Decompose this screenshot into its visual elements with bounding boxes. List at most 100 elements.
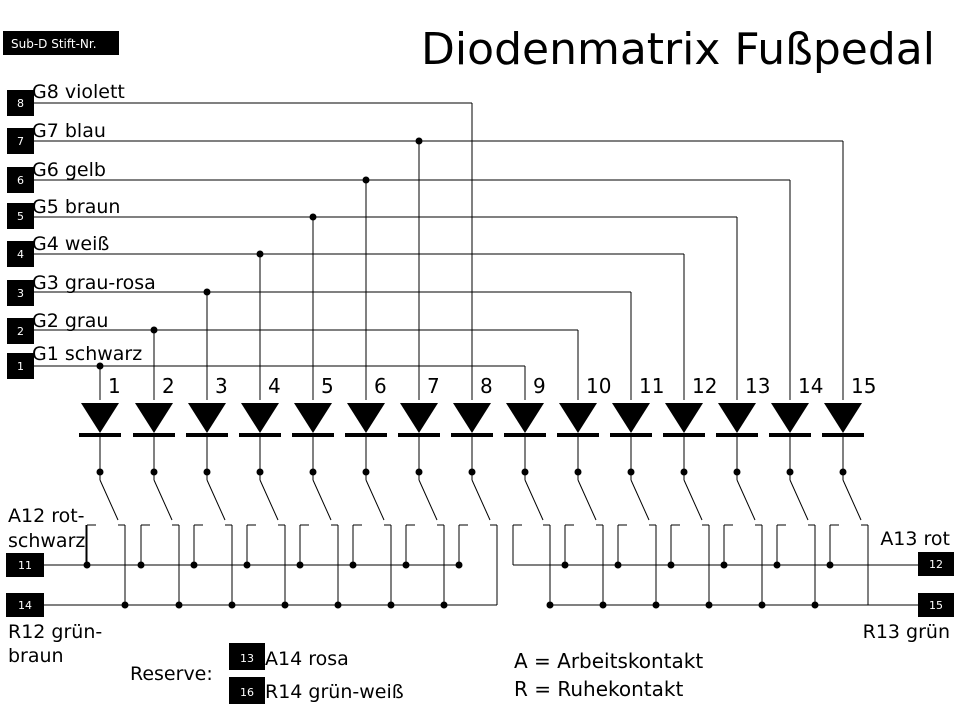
diode-number-3: 3 [215,374,228,398]
group-pin-2: 2 [17,325,24,338]
bus-lines [44,525,918,606]
group-pin-box-7 [7,128,34,154]
diode-number-12: 12 [692,374,717,398]
diode-number-10: 10 [586,374,611,398]
switch-11 [614,472,660,609]
left-ruhe-pin: 14 [18,599,32,612]
diode-12 [665,403,703,433]
group-pin-box-6 [7,167,34,193]
diode-9 [506,403,544,433]
diode-bar-7 [398,433,440,437]
diode-4 [241,403,279,433]
switch-5 [296,472,342,609]
diode-10 [559,403,597,433]
diode-number-7: 7 [427,374,440,398]
diode-bar-3 [186,433,228,437]
diode-6 [347,403,385,433]
reserve-pin-2: 16 [240,686,254,699]
left-ruhe-pin-box [6,593,44,617]
group-label-4: G4 weiß [32,233,109,255]
right-arbeit-pin: 12 [929,558,943,571]
group-pin-box-1 [7,353,34,379]
group-pin-box-5 [7,203,34,229]
left-arbeit-label-line2: schwarz [8,530,85,552]
diode-bar-5 [292,433,334,437]
reserve-pin-box-1 [229,643,265,670]
diode-8 [453,403,491,433]
switch-6 [349,472,395,609]
right-ruhe-pin: 15 [929,599,943,612]
diode-2 [135,403,173,433]
group-pin-1: 1 [17,360,24,373]
switch-blade [99,479,119,521]
group-label-7: G7 blau [32,120,106,142]
diode-row: 1 2 3 4 5 6 7 8 9 10 11 12 13 14 15 [79,374,876,476]
diode-number-8: 8 [480,374,493,398]
group-label-6: G6 gelb [32,159,106,181]
diode-11 [612,403,650,433]
diode-bar-6 [345,433,387,437]
reserve-label-1: A14 rosa [265,648,349,670]
group-junction-4 [256,250,264,258]
diode-bar-4 [239,433,281,437]
switch-blade [153,479,173,521]
diode-number-11: 11 [639,374,664,398]
right-arbeit-label: A13 rot [880,528,950,550]
header-badge-box [3,31,119,55]
diode-bar-13 [716,433,758,437]
switch-15 [826,472,869,605]
diode-13 [718,403,756,433]
switch-blade [259,479,279,521]
group-junction-2 [150,326,158,334]
switch-blade [683,479,703,521]
switch-blade [365,479,385,521]
reserve-pin-box-2 [229,677,265,704]
diode-bar-11 [610,433,652,437]
right-ruhe-pin-box [918,593,954,617]
diode-bar-9 [504,433,546,437]
switch-8 [455,472,498,605]
switch-blade [577,479,597,521]
switch-2 [137,472,183,609]
switch-14 [773,472,819,609]
switch-blade [736,479,756,521]
group-label-5: G5 braun [32,196,120,218]
diode-number-9: 9 [533,374,546,398]
group-pin-7: 7 [17,135,24,148]
switch-4 [243,472,289,609]
diode-number-6: 6 [374,374,387,398]
group-pin-box-4 [7,241,34,267]
left-ruhe-label-line1: R12 grün- [8,621,102,643]
diode-1 [81,403,119,433]
diode-5 [294,403,332,433]
diode-bar-12 [663,433,705,437]
diode-bar-2 [133,433,175,437]
legend-ruhekontakt: R = Ruhekontakt [514,677,683,701]
group-lines: 8 G8 violett 7 G7 blau 6 G6 gelb 5 G5 braun 4 G4 … [7,81,844,400]
diode-bar-10 [557,433,599,437]
group-pin-3: 3 [17,287,24,300]
switch-ruhe-junction [546,601,554,609]
switch-1 [83,472,129,609]
switch-9 [512,472,554,609]
reserve-pin-1: 13 [240,652,254,665]
diode-14 [771,403,809,433]
group-junction-5 [309,213,317,221]
group-pin-5: 5 [17,210,24,223]
reserve-label-2: R14 grün-weiß [265,681,404,703]
diode-number-4: 4 [268,374,281,398]
group-junction-7 [415,137,423,145]
switch-blade [312,479,332,521]
group-pin-box-2 [7,318,34,344]
diode-number-1: 1 [108,374,121,398]
diode-number-2: 2 [162,374,175,398]
group-label-8: G8 violett [32,81,125,103]
group-junction-1 [96,362,104,370]
left-arbeit-pin: 11 [18,559,32,572]
switch-blade [471,479,491,521]
switch-row [83,472,869,609]
diode-bar-1 [79,433,121,437]
switch-blade [418,479,438,521]
right-arbeit-pin-box [918,552,954,576]
